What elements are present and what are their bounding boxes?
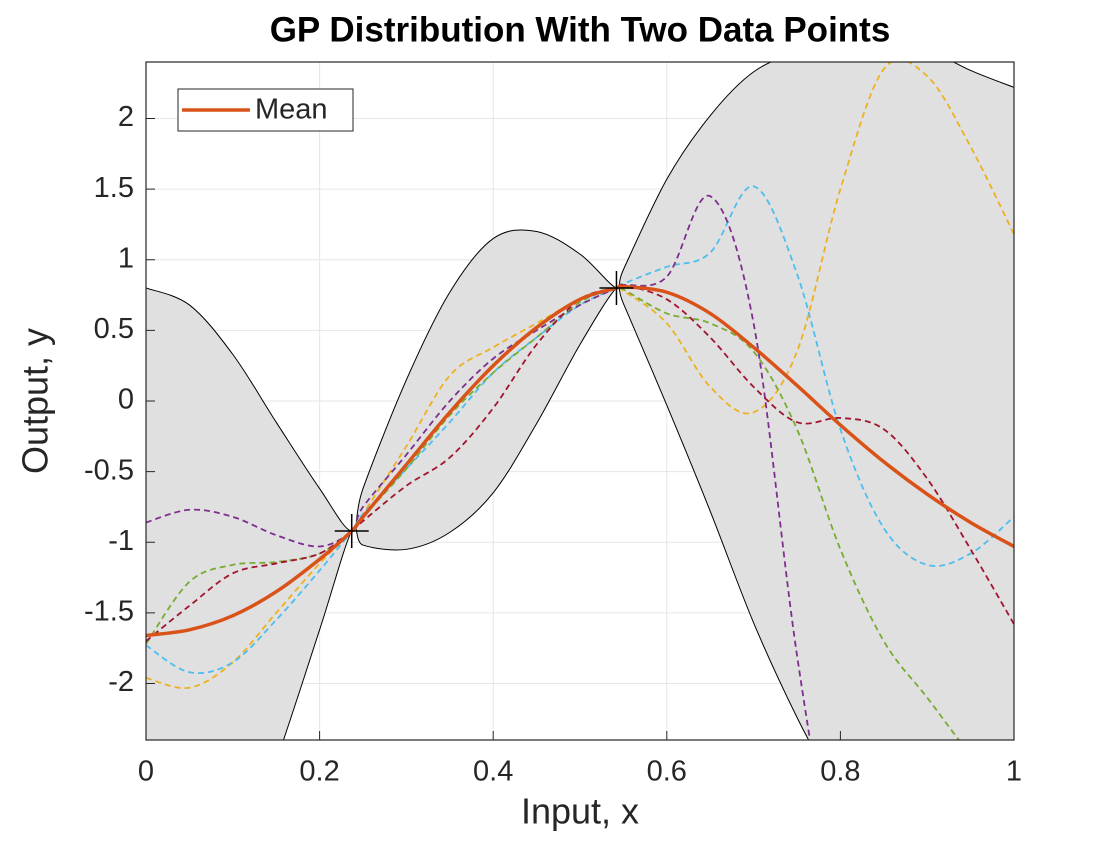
- y-tick-label: 0: [118, 384, 134, 416]
- band-lower: [282, 284, 810, 740]
- chart-title: GP Distribution With Two Data Points: [270, 10, 891, 49]
- y-tick-label: 1.5: [94, 172, 134, 204]
- confidence-band: [146, 62, 1014, 740]
- y-tick-label: -1: [108, 525, 134, 557]
- legend-label: Mean: [255, 94, 328, 126]
- x-tick-label: 0: [138, 756, 154, 788]
- y-tick-label: 0.5: [94, 313, 134, 345]
- y-tick-label: 1: [118, 242, 134, 274]
- data-point: [334, 513, 369, 548]
- y-tick-label: -0.5: [84, 454, 134, 486]
- x-tick-label: 0.8: [820, 756, 860, 788]
- y-tick-label: -2: [108, 666, 134, 698]
- x-axis-label: Input, x: [521, 791, 639, 832]
- data-point: [599, 271, 634, 305]
- x-tick-label: 0.4: [473, 756, 513, 788]
- y-tick-label: -1.5: [84, 596, 134, 628]
- y-axis-label: Output, y: [15, 328, 56, 474]
- x-tick-label: 0.2: [299, 756, 339, 788]
- ticks: 0 0.2 0.4 0.6 0.8 1 -2 -1.5 -1 -0.5 0 0.5 1 1.5 2: [84, 101, 1022, 788]
- x-tick-label: 1: [1006, 756, 1022, 788]
- y-tick-label: 2: [118, 101, 134, 133]
- x-tick-label: 0.6: [647, 756, 687, 788]
- band-upper: [146, 62, 1014, 532]
- legend: Mean: [177, 88, 354, 132]
- plot-area: [146, 62, 1014, 740]
- mean-line: [146, 284, 1014, 638]
